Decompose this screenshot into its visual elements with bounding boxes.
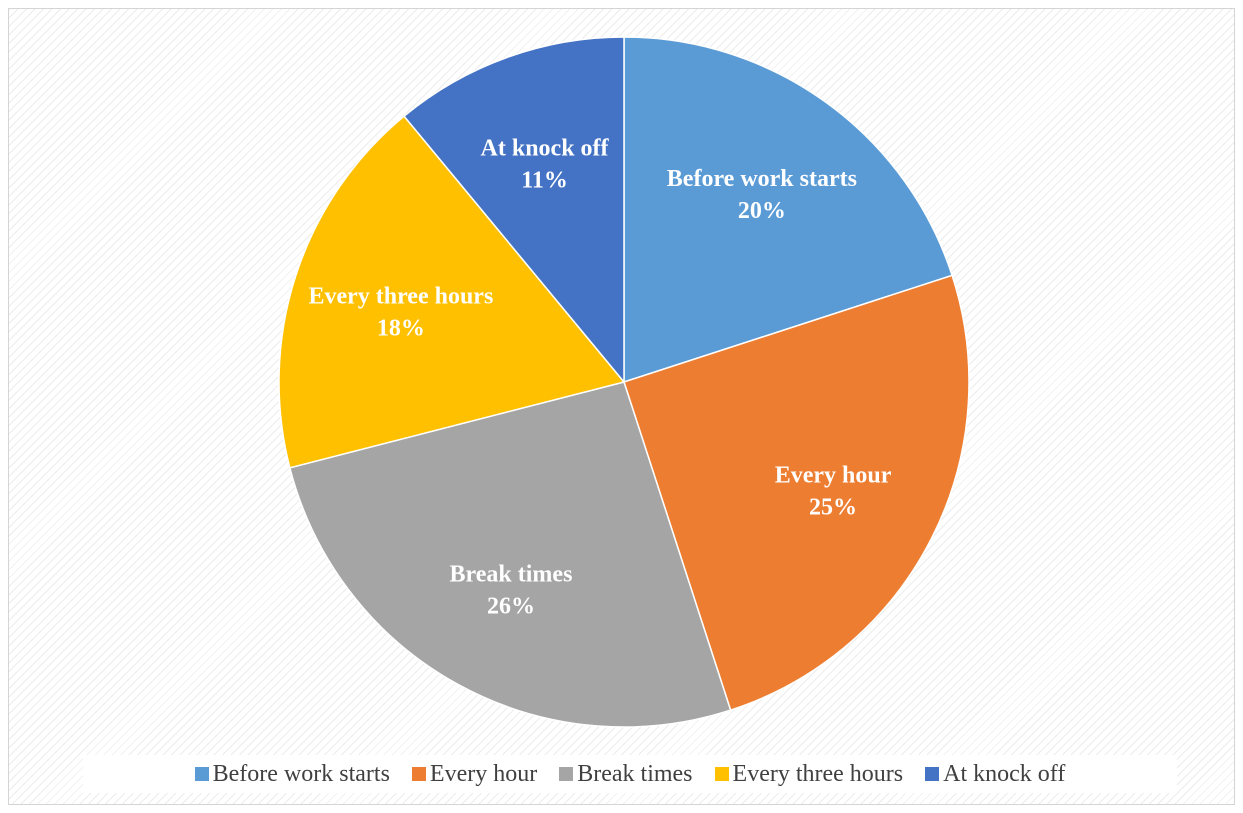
pie-chart: Before work starts 20% Every hour 25% Break …: [278, 36, 970, 728]
legend-swatch: [194, 767, 209, 781]
legend-item-at-knock-off: At knock off: [925, 761, 1065, 788]
pie-slice-every-three-hours: [278, 115, 626, 469]
data-label-every-three-hours: Every three hours 18%: [308, 284, 493, 342]
legend-swatch: [925, 767, 940, 781]
legend-label: At knock off: [943, 760, 1066, 787]
data-label-at-knock-off: At knock off 11%: [481, 135, 610, 193]
pie-slice-before-work-starts: [623, 36, 954, 384]
legend-label: Before work starts: [212, 760, 390, 787]
legend-item-break-times: Break times: [559, 760, 693, 788]
data-label-every-hour: Every hour 25%: [775, 463, 892, 521]
legend-item-before-work-starts: Before work starts: [194, 760, 390, 788]
legend-swatch: [559, 767, 574, 781]
legend-label: Every three hours: [732, 760, 904, 787]
legend-swatch: [411, 767, 426, 781]
chart-area: Before work starts 20% Every hour 25% Break …: [8, 8, 1235, 805]
pie-slice-every-hour: [623, 274, 970, 712]
data-label-before-work-starts: Before work starts 20%: [667, 166, 857, 224]
data-label-break-times: Break times 26%: [450, 562, 573, 620]
legend-label: Break times: [577, 760, 693, 787]
legend-label: Every hour: [429, 760, 538, 787]
pie-slice-break-times: [288, 381, 732, 728]
legend-item-every-three-hours: Every three hours: [714, 760, 904, 788]
legend-item-every-hour: Every hour: [411, 760, 538, 788]
chart-legend: Before work starts Every hour Break times E…: [83, 755, 1177, 793]
pie-slice-at-knock-off: [403, 36, 625, 385]
legend-swatch: [714, 767, 729, 781]
